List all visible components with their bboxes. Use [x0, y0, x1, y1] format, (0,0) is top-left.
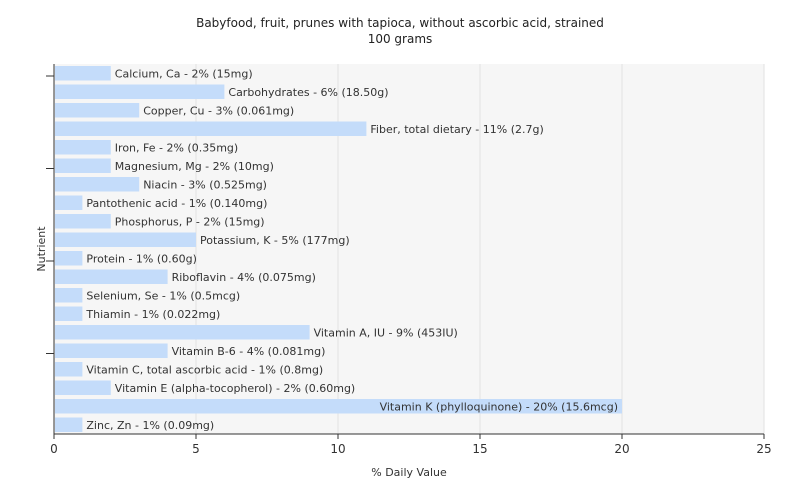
axes: 0 5 10 15 20 25 — [46, 64, 772, 456]
x-tick-label: 5 — [192, 442, 200, 456]
bar — [55, 158, 111, 173]
bar-label: Iron, Fe - 2% (0.35mg) — [115, 141, 238, 154]
bar — [55, 251, 83, 266]
bar — [55, 362, 83, 377]
y-axis-title: Nutrient — [35, 226, 48, 272]
bar-label: Pantothenic acid - 1% (0.140mg) — [86, 197, 267, 210]
plot-background — [54, 64, 764, 434]
bar — [55, 214, 111, 229]
bar-label: Vitamin B-6 - 4% (0.081mg) — [172, 345, 326, 358]
x-tick-label: 10 — [330, 442, 345, 456]
bar-label: Protein - 1% (0.60g) — [86, 252, 197, 265]
bar-label: Vitamin K (phylloquinone) - 20% (15.6mcg… — [380, 400, 618, 413]
bar-label: Niacin - 3% (0.525mg) — [143, 178, 267, 191]
bar — [55, 380, 111, 395]
bar-label: Selenium, Se - 1% (0.5mcg) — [86, 289, 240, 302]
bar-label: Magnesium, Mg - 2% (10mg) — [115, 160, 274, 173]
bar — [55, 195, 83, 210]
bar — [55, 306, 83, 321]
bar-label: Phosphorus, P - 2% (15mg) — [115, 215, 265, 228]
chart-subtitle: 100 grams — [367, 32, 433, 46]
chart-title-block: Babyfood, fruit, prunes with tapioca, wi… — [0, 15, 800, 47]
bar — [55, 84, 225, 99]
bar — [55, 177, 140, 192]
bar-label: Riboflavin - 4% (0.075mg) — [172, 271, 316, 284]
bar-label: Potassium, K - 5% (177mg) — [200, 234, 350, 247]
bar-label: Carbohydrates - 6% (18.50g) — [228, 86, 388, 99]
bar-label: Vitamin A, IU - 9% (453IU) — [314, 326, 458, 339]
bar — [55, 121, 367, 136]
x-tick-label: 20 — [614, 442, 629, 456]
bar — [55, 343, 168, 358]
bar — [55, 269, 168, 284]
bar — [55, 399, 622, 414]
bar-label: Fiber, total dietary - 11% (2.7g) — [370, 123, 543, 136]
bar-label: Vitamin E (alpha-tocopherol) - 2% (0.60m… — [115, 382, 355, 395]
bar — [55, 288, 83, 303]
bar-label: Vitamin C, total ascorbic acid - 1% (0.8… — [86, 363, 323, 376]
bar-label: Zinc, Zn - 1% (0.09mg) — [86, 419, 214, 432]
chart-title: Babyfood, fruit, prunes with tapioca, wi… — [196, 16, 604, 30]
bar — [55, 417, 83, 432]
bar — [55, 66, 111, 81]
bar — [55, 140, 111, 155]
bar — [55, 325, 310, 340]
bar-label: Calcium, Ca - 2% (15mg) — [115, 67, 253, 80]
x-tick-label: 15 — [472, 442, 487, 456]
bars: Calcium, Ca - 2% (15mg) Carbohydrates - 6… — [55, 66, 622, 432]
bar-label: Thiamin - 1% (0.022mg) — [85, 308, 220, 321]
x-tick-label: 25 — [756, 442, 771, 456]
bar — [55, 103, 140, 118]
bar-label: Copper, Cu - 3% (0.061mg) — [143, 104, 294, 117]
x-tick-label: 0 — [50, 442, 58, 456]
x-axis-title: % Daily Value — [371, 466, 447, 479]
bar — [55, 232, 196, 247]
